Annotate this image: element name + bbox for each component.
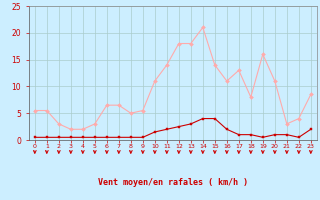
Text: Vent moyen/en rafales ( km/h ): Vent moyen/en rafales ( km/h ) xyxy=(98,178,248,187)
